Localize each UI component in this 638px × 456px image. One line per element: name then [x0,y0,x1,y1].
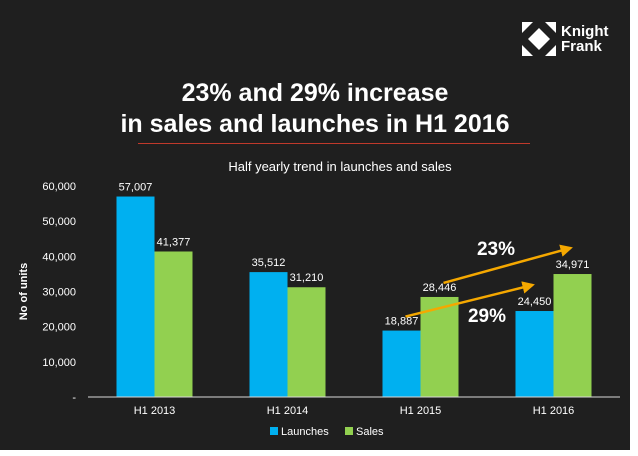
growth-arrow-launches [405,281,535,318]
logo-line-2: Frank [561,38,602,55]
y-tick-label: 30,000 [42,287,76,299]
logo-line-1: Knight [561,23,609,40]
chart-title: Half yearly trend in launches and sales [228,159,452,174]
x-tick-label: H1 2014 [267,405,309,417]
bar-launches-0 [116,196,155,397]
data-label-launches: 35,512 [252,257,286,269]
bar-launches-3 [515,311,554,397]
data-label-sales: 28,446 [423,282,457,294]
legend-swatch-sales [345,427,353,435]
y-axis-label: No of units [18,263,30,320]
y-tick-label: 20,000 [42,322,76,334]
growth-annotation-sales: 23% [477,239,515,260]
bar-sales-2 [420,296,459,397]
data-label-sales: 41,377 [157,236,191,248]
legend-label-launches: Launches [281,426,329,438]
y-tick-label: 60,000 [42,181,76,193]
bar-sales-0 [154,251,193,397]
headline: 23% and 29% increase in sales and launch… [0,78,630,140]
legend-label-sales: Sales [356,426,384,438]
bar-launches-2 [382,330,421,397]
bar-launches-1 [249,272,288,397]
legend-swatch-launches [270,427,278,435]
x-tick-label: H1 2015 [400,405,442,417]
data-label-launches: 18,887 [385,316,419,328]
data-label-sales: 34,971 [556,259,590,271]
bar-sales-3 [553,274,592,397]
logo-diamond-icon [522,22,556,56]
y-tick-label: - [72,392,76,404]
x-tick-label: H1 2016 [533,405,575,417]
knight-frank-logo: Knight Frank [522,22,608,56]
growth-arrow-sales [443,244,573,285]
growth-annotation-launches: 29% [468,306,506,327]
x-tick-label: H1 2013 [134,405,176,417]
headline-line-1: 23% and 29% increase [181,79,449,107]
y-tick-label: 10,000 [42,357,76,369]
bar-chart: Half yearly trend in launches and sales -… [18,159,620,438]
bar-sales-1 [287,287,326,397]
headline-line-2: in sales and launches in H1 2016 [120,110,510,138]
data-label-launches: 57,007 [119,182,153,194]
data-label-launches: 24,450 [518,296,552,308]
data-label-sales: 31,210 [290,272,324,284]
headline-underline [138,143,530,144]
y-tick-label: 40,000 [42,251,76,263]
y-tick-label: 50,000 [42,216,76,228]
